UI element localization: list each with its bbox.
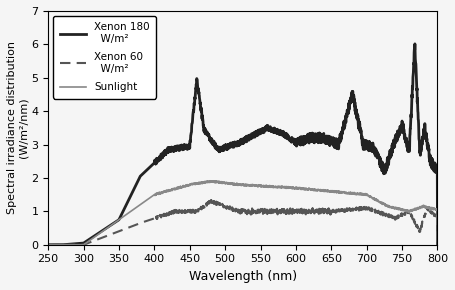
Xenon 180
  W/m² xyxy=(66,243,71,246)
Sunlight xyxy=(352,192,358,195)
Xenon 60
  W/m² xyxy=(424,207,429,211)
Legend: Xenon 180
  W/m², Xenon 60
  W/m², Sunlight: Xenon 180 W/m², Xenon 60 W/m², Sunlight xyxy=(53,16,156,99)
Xenon 60
  W/m² xyxy=(352,207,358,210)
Xenon 180
  W/m² xyxy=(424,131,429,135)
Sunlight xyxy=(46,243,51,246)
Sunlight xyxy=(235,183,240,186)
Sunlight xyxy=(225,182,230,185)
Xenon 180
  W/m² xyxy=(435,242,440,246)
Xenon 60
  W/m² xyxy=(207,198,213,202)
Sunlight xyxy=(66,243,71,246)
Xenon 180
  W/m² xyxy=(46,243,51,246)
Xenon 180
  W/m² xyxy=(412,42,418,46)
Line: Sunlight: Sunlight xyxy=(48,181,438,245)
Xenon 60
  W/m² xyxy=(225,204,230,208)
Xenon 180
  W/m² xyxy=(424,137,429,140)
Xenon 60
  W/m² xyxy=(66,243,71,246)
Xenon 60
  W/m² xyxy=(46,243,51,246)
Sunlight xyxy=(424,206,429,210)
Xenon 180
  W/m² xyxy=(235,142,240,146)
X-axis label: Wavelength (nm): Wavelength (nm) xyxy=(189,270,297,283)
Xenon 180
  W/m² xyxy=(224,144,230,148)
Line: Xenon 60
  W/m²: Xenon 60 W/m² xyxy=(48,200,438,245)
Xenon 60
  W/m² xyxy=(424,210,429,213)
Xenon 60
  W/m² xyxy=(235,208,240,211)
Line: Xenon 180
  W/m²: Xenon 180 W/m² xyxy=(48,44,438,245)
Xenon 60
  W/m² xyxy=(435,242,440,246)
Sunlight xyxy=(435,244,440,247)
Y-axis label: Spectral irradiance distribution
(W/m²/nm): Spectral irradiance distribution (W/m²/n… xyxy=(7,41,29,214)
Xenon 180
  W/m² xyxy=(352,105,358,108)
Sunlight xyxy=(424,205,429,208)
Sunlight xyxy=(207,179,213,182)
